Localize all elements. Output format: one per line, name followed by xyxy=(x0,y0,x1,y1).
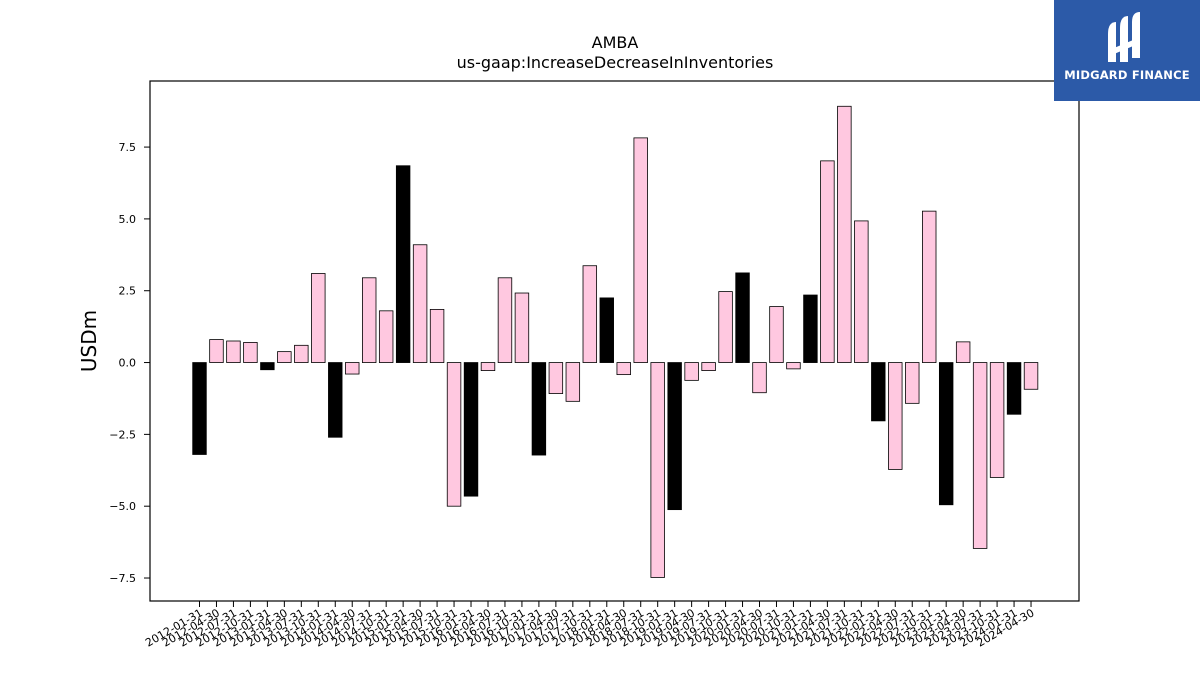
bar xyxy=(463,362,479,497)
bar xyxy=(769,306,784,363)
bar xyxy=(871,362,886,422)
y-axis: −7.5 −5.0 −2.5 0.0 2.5 5.0 7.5 xyxy=(109,141,150,585)
bar xyxy=(701,362,716,371)
bar xyxy=(260,362,275,371)
bar xyxy=(955,341,971,363)
bar xyxy=(395,165,411,363)
chart-subtitle: us-gaap:IncreaseDecreaseInInventories xyxy=(457,53,774,72)
bar xyxy=(972,362,988,549)
bar xyxy=(582,265,598,363)
bar xyxy=(989,362,1005,478)
y-tick-label: 5.0 xyxy=(119,213,137,226)
y-tick-label: 0.0 xyxy=(119,357,137,370)
bar xyxy=(1006,362,1022,415)
y-tick-label: −7.5 xyxy=(109,572,136,585)
y-tick-label: 7.5 xyxy=(119,141,137,154)
bar xyxy=(938,362,954,506)
bar xyxy=(209,339,224,363)
bar xyxy=(599,297,614,363)
bar xyxy=(328,362,343,438)
bar xyxy=(854,220,869,363)
plot-frame xyxy=(149,80,1080,602)
bar xyxy=(565,362,581,402)
bar xyxy=(786,362,801,370)
x-axis: 2012-01-312012-04-302012-07-312012-10-31… xyxy=(143,601,1037,650)
bar xyxy=(429,308,445,363)
bar xyxy=(446,362,462,507)
midgard-m-monogram-icon xyxy=(1108,12,1140,62)
brand-name: MIDGARD FINANCE xyxy=(1064,68,1190,82)
bar-series xyxy=(192,105,1039,578)
brand-logo: MIDGARD FINANCE xyxy=(1054,0,1200,101)
bar xyxy=(1023,362,1039,390)
bar xyxy=(667,362,682,511)
bar xyxy=(837,105,852,363)
bar xyxy=(905,362,920,404)
bar xyxy=(412,244,428,363)
bar xyxy=(803,294,818,363)
bar xyxy=(616,362,631,376)
bar xyxy=(548,362,564,394)
bar xyxy=(243,342,258,363)
bar xyxy=(192,362,207,455)
bar xyxy=(922,210,937,363)
bar xyxy=(514,292,530,363)
y-tick-label: −2.5 xyxy=(109,428,136,441)
bar xyxy=(311,273,326,363)
bar xyxy=(361,277,377,363)
bar xyxy=(684,362,699,381)
y-axis-label: USDm xyxy=(77,310,101,372)
y-tick-label: 2.5 xyxy=(119,285,137,298)
bar xyxy=(752,362,767,394)
bar xyxy=(480,362,496,371)
bar xyxy=(718,291,733,363)
bar xyxy=(345,362,360,375)
bar xyxy=(294,344,309,363)
y-tick-label: −5.0 xyxy=(109,500,136,513)
chart-title: AMBA xyxy=(592,33,639,52)
bar xyxy=(650,362,665,578)
bar xyxy=(820,160,835,363)
bar xyxy=(888,362,903,470)
bar xyxy=(277,351,292,363)
bar xyxy=(531,362,547,456)
bar xyxy=(633,137,648,363)
bar xyxy=(497,277,513,363)
bar xyxy=(226,340,241,363)
bar xyxy=(735,272,750,363)
bar xyxy=(378,310,394,363)
